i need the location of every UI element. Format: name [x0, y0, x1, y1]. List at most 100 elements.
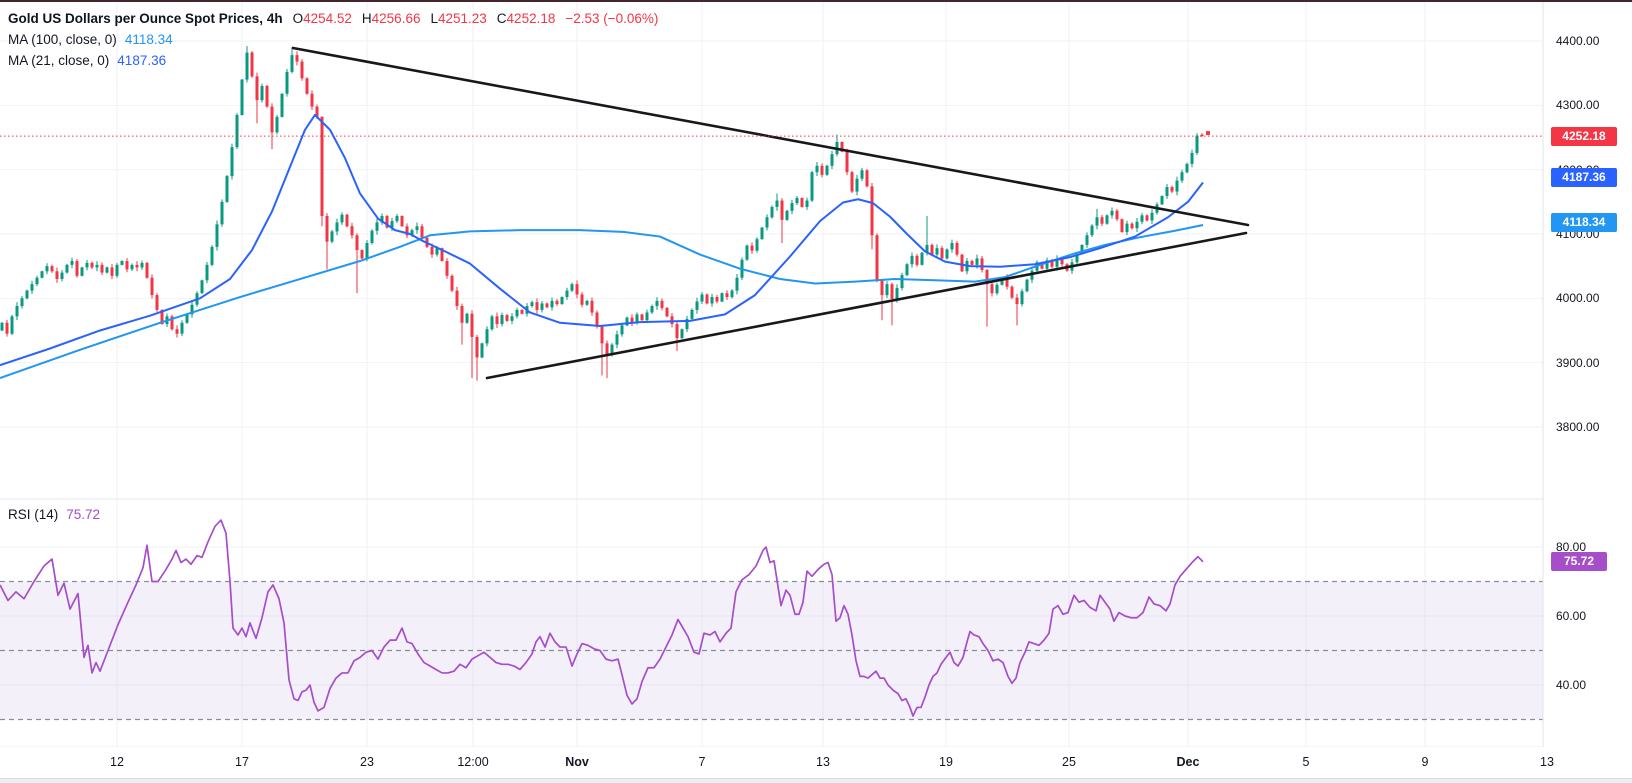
- candle-body-down: [75, 261, 79, 276]
- candle-body-up: [860, 170, 864, 179]
- candle-body-up: [1185, 163, 1189, 173]
- price-tick-label: 4400.00: [1556, 34, 1600, 48]
- candle-body-up: [700, 294, 704, 302]
- candle-body-up: [1080, 244, 1084, 254]
- ma21-legend-row[interactable]: MA (21, close, 0) 4187.36: [8, 50, 658, 71]
- rsi-value-badge: 75.72: [1551, 552, 1607, 572]
- candle-body-down: [675, 324, 679, 339]
- candle-body-up: [180, 322, 184, 334]
- ohlc-high: H4256.66: [361, 11, 421, 26]
- candle-body-down: [555, 300, 559, 305]
- candle-body-up: [340, 214, 344, 223]
- candle-body-up: [650, 306, 654, 313]
- rsi-legend-row[interactable]: RSI (14) 75.72: [8, 507, 100, 522]
- candle-body-up: [10, 316, 14, 334]
- candle-body-down: [270, 106, 274, 133]
- main-chart-legend: Gold US Dollars per Ounce Spot Prices, 4…: [8, 8, 658, 71]
- candle-body-down: [970, 261, 974, 265]
- high-value: 4256.66: [371, 11, 421, 26]
- ma21-line: [0, 113, 1204, 367]
- candle-body-down: [135, 264, 139, 268]
- candle-body-down: [170, 316, 174, 330]
- lower-triangle-trendline[interactable]: [485, 231, 1248, 380]
- price-value-badge: 4118.34: [1551, 212, 1617, 232]
- bottom-strip: [0, 778, 1632, 783]
- candle-body-down: [430, 246, 434, 255]
- candle-body-up: [40, 271, 44, 278]
- candle-body-up: [0, 322, 4, 331]
- candle-body-down: [1120, 219, 1124, 233]
- candle-body-up: [945, 249, 949, 259]
- candle-body-down: [605, 343, 609, 355]
- candle-body-up: [15, 306, 19, 317]
- candle-body-up: [645, 312, 649, 321]
- candle-body-down: [355, 235, 359, 251]
- ma21-label: MA (21, close, 0): [8, 53, 110, 68]
- candle-body-down: [110, 267, 114, 276]
- candle-body-up: [1190, 152, 1194, 164]
- candle-body-up: [745, 245, 749, 260]
- candle-body-up: [775, 200, 779, 207]
- candle-body-down: [640, 314, 644, 321]
- upper-triangle-trendline[interactable]: [291, 46, 1250, 227]
- candle-body-down: [575, 284, 579, 295]
- candle-body-down: [100, 264, 104, 273]
- candle-body-down: [580, 294, 584, 305]
- candle-body-up: [410, 230, 414, 236]
- candle-body-down: [1145, 215, 1149, 221]
- candle-body-up: [330, 231, 334, 242]
- candle-body-up: [280, 93, 284, 117]
- candle-body-up: [710, 297, 714, 304]
- candle-body-down: [1100, 217, 1104, 224]
- candle-body-up: [610, 344, 614, 355]
- candle-body-down: [725, 293, 729, 298]
- candle-body-up: [1160, 196, 1164, 205]
- candle-body-up: [1090, 225, 1094, 236]
- candle-body-down: [990, 284, 994, 294]
- candle-body-up: [230, 147, 234, 177]
- symbol-legend-row[interactable]: Gold US Dollars per Ounce Spot Prices, 4…: [8, 8, 658, 29]
- time-tick-label: 13: [1540, 755, 1554, 769]
- time-tick-label: 23: [360, 755, 374, 769]
- candle-body-up: [570, 284, 574, 291]
- candle-body-up: [390, 221, 394, 228]
- candle-body-up: [380, 215, 384, 223]
- candle-body-up: [810, 172, 814, 201]
- candle-body-down: [400, 215, 404, 227]
- candle-body-up: [615, 334, 619, 345]
- candle-body-up: [565, 290, 569, 298]
- candle-body-up: [215, 224, 219, 247]
- candle-body-down: [265, 86, 269, 107]
- candle-body-down: [1200, 134, 1204, 137]
- price-axis[interactable]: [1544, 2, 1632, 778]
- candle-body-down: [535, 302, 539, 310]
- time-tick-label: 13: [816, 755, 830, 769]
- candle-body-up: [515, 309, 519, 317]
- ma100-legend-row[interactable]: MA (100, close, 0) 4118.34: [8, 29, 658, 50]
- candle-body-down: [505, 315, 509, 321]
- candle-body-up: [240, 79, 244, 115]
- candle-body-up: [1025, 279, 1029, 292]
- candle-body-up: [830, 154, 834, 166]
- candle-body-down: [160, 309, 164, 325]
- candle-body-down: [930, 244, 934, 255]
- window-top-border: [0, 0, 1632, 2]
- candle-body-up: [1105, 215, 1109, 224]
- candle-body-up: [120, 261, 124, 265]
- time-tick-label: 5: [1302, 755, 1310, 769]
- candle-body-up: [35, 277, 39, 285]
- candle-body-up: [1020, 291, 1024, 305]
- candle-body-down: [460, 306, 464, 323]
- price-value-badge: 4252.18: [1551, 126, 1617, 146]
- candle-body-up: [95, 264, 99, 268]
- candle-body-up: [485, 329, 489, 344]
- candle-body-up: [115, 264, 119, 276]
- candle-body-up: [225, 176, 229, 202]
- candle-body-down: [345, 214, 349, 227]
- candle-body-up: [70, 261, 74, 265]
- candle-body-up: [1055, 259, 1059, 267]
- rsi-band: [0, 581, 1543, 720]
- candle-body-down: [1050, 260, 1054, 267]
